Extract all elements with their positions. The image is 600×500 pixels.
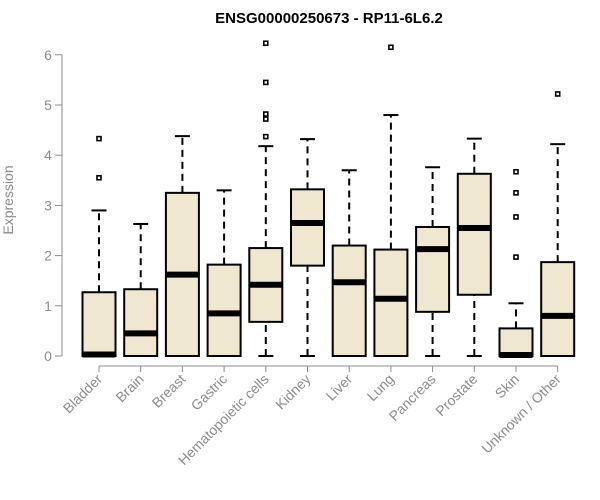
x-category-label: Lung	[364, 371, 397, 404]
outlier-point	[554, 91, 561, 97]
y-tick-label: 0	[44, 348, 52, 364]
box-pancreas	[415, 166, 451, 357]
outlier-point	[388, 44, 394, 51]
y-tick-label: 1	[44, 298, 52, 314]
box-skin	[498, 168, 534, 358]
box-prostate	[456, 137, 492, 357]
outlier-point	[513, 214, 519, 220]
box-unknown-other	[540, 91, 576, 358]
y-tick-label: 4	[44, 147, 52, 163]
x-category-label: Unknown / Other	[478, 371, 564, 457]
y-tick-label: 3	[44, 197, 52, 213]
outlier-point	[96, 174, 102, 181]
x-category-label: Brain	[112, 371, 146, 405]
iqr-box	[540, 261, 576, 358]
iqr-box	[415, 225, 451, 313]
x-category-label: Skin	[492, 371, 523, 402]
y-tick-label: 2	[44, 248, 52, 264]
chart-title: ENSG00000250673 - RP11-6L6.2	[215, 10, 443, 27]
box-hematopoietic-cells	[248, 40, 284, 357]
box-kidney	[290, 138, 325, 357]
y-axis: 0 1 2 3 4 5 6	[44, 47, 63, 364]
iqr-box	[81, 291, 117, 358]
y-tick-label: 5	[44, 97, 52, 113]
outlier-point	[513, 190, 519, 196]
iqr-box	[456, 172, 492, 296]
iqr-box	[290, 188, 325, 267]
iqr-box	[331, 244, 367, 357]
outlier-point	[262, 40, 269, 47]
y-axis-label: Expression	[0, 165, 16, 234]
x-category-label: Breast	[149, 371, 189, 411]
iqr-box	[206, 263, 242, 357]
box-gastric	[206, 189, 242, 357]
outlier-point	[262, 111, 269, 117]
x-category-label: Prostate	[432, 371, 480, 419]
iqr-box	[123, 288, 159, 358]
iqr-box	[498, 327, 534, 358]
box-brain	[123, 222, 159, 358]
outlier-point	[513, 254, 519, 260]
outlier-point	[262, 79, 269, 86]
x-category-label: Kidney	[272, 371, 314, 413]
x-category-label: Bladder	[60, 371, 106, 417]
iqr-box	[373, 248, 409, 358]
outlier-point	[262, 133, 269, 140]
outlier-point	[513, 168, 519, 175]
outlier-point	[96, 135, 102, 142]
box-lung	[373, 44, 409, 358]
plot-area	[81, 40, 576, 358]
y-tick-label: 6	[44, 47, 52, 63]
box-breast	[164, 135, 200, 357]
x-category-label: Liver	[323, 371, 356, 404]
box-liver	[331, 169, 367, 357]
box-bladder	[81, 135, 117, 358]
outlier-point	[262, 116, 269, 122]
